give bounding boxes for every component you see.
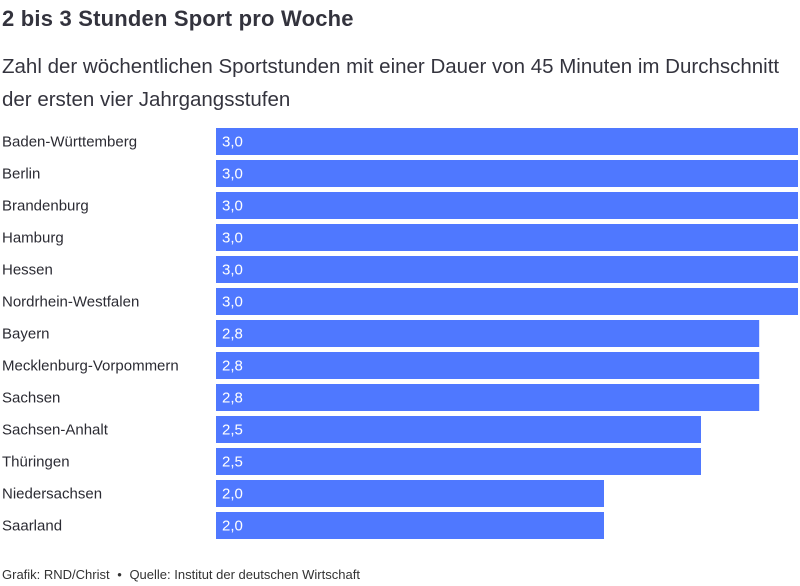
bar (216, 224, 798, 251)
category-label: Nordrhein-Westfalen (2, 294, 139, 311)
bar-value-label: 2,8 (222, 358, 243, 375)
category-label: Baden-Württemberg (2, 134, 137, 151)
category-label: Mecklenburg-Vorpommern (2, 358, 179, 375)
footer: Grafik: RND/Christ • Quelle: Institut de… (2, 567, 360, 582)
category-label: Sachsen-Anhalt (2, 422, 109, 439)
bar-chart: Baden-Württemberg 3,0 Berlin 3,0 Brandenburg… (2, 128, 798, 539)
bar-value-label: 2,8 (222, 390, 243, 407)
bar (216, 128, 798, 155)
footer-separator: • (117, 567, 122, 582)
chart-subtitle: Zahl der wöchentlichen Sportstunden mit … (2, 55, 780, 111)
bar (216, 384, 760, 411)
bar (216, 448, 701, 475)
bar-value-label: 3,0 (222, 262, 243, 279)
bar (216, 160, 798, 187)
bar (216, 512, 604, 539)
bar-value-label: 3,0 (222, 166, 243, 183)
bar-value-label: 2,0 (222, 518, 243, 535)
chart-title: 2 bis 3 Stunden Sport pro Woche (2, 6, 354, 31)
bar-value-label: 3,0 (222, 198, 243, 215)
category-label: Thüringen (2, 454, 70, 471)
category-label: Saarland (2, 518, 62, 535)
bar (216, 416, 701, 443)
category-label: Hessen (2, 262, 53, 279)
bar (216, 288, 798, 315)
bar-value-label: 2,8 (222, 326, 243, 343)
bar (216, 320, 760, 347)
bar-value-label: 3,0 (222, 134, 243, 151)
footer-credit: Grafik: RND/Christ (2, 567, 110, 582)
category-label: Bayern (2, 326, 50, 343)
bar (216, 192, 798, 219)
category-label: Berlin (2, 166, 40, 183)
bar (216, 352, 760, 379)
bar (216, 256, 798, 283)
bar-value-label: 3,0 (222, 230, 243, 247)
category-label: Hamburg (2, 230, 64, 247)
bar-value-label: 2,5 (222, 454, 243, 471)
bar-value-label: 2,5 (222, 422, 243, 439)
category-label: Niedersachsen (2, 486, 102, 503)
bar-value-label: 3,0 (222, 294, 243, 311)
bar (216, 480, 604, 507)
bar-value-label: 2,0 (222, 486, 243, 503)
category-label: Sachsen (2, 390, 60, 407)
footer-source: Quelle: Institut der deutschen Wirtschaf… (129, 567, 360, 582)
category-label: Brandenburg (2, 198, 89, 215)
